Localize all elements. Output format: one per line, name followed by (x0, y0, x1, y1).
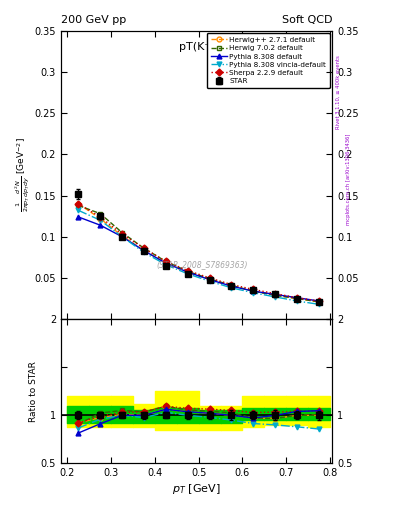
Herwig 7.0.2 default (163, 259, 168, 265)
X-axis label: $p_T$ [GeV]: $p_T$ [GeV] (172, 482, 221, 497)
Sherpa 2.2.9 default (251, 286, 256, 292)
Pythia 8.308 vincia-default (141, 249, 146, 255)
Pythia 8.308 vincia-default (251, 290, 256, 296)
Herwig++ 2.7.1 default (141, 248, 146, 254)
Herwig 7.0.2 default (76, 202, 81, 208)
Herwig++ 2.7.1 default (185, 269, 190, 275)
Pythia 8.308 default (98, 222, 103, 228)
Sherpa 2.2.9 default (207, 275, 212, 281)
Sherpa 2.2.9 default (98, 214, 103, 220)
Herwig 7.0.2 default (185, 268, 190, 274)
Herwig++ 2.7.1 default (317, 299, 321, 305)
Sherpa 2.2.9 default (120, 231, 125, 238)
Line: Pythia 8.308 vincia-default: Pythia 8.308 vincia-default (76, 208, 321, 307)
Herwig 7.0.2 default (98, 210, 103, 217)
Pythia 8.308 vincia-default (229, 285, 234, 291)
Herwig++ 2.7.1 default (295, 295, 299, 302)
Text: (STAR_2008_S7869363): (STAR_2008_S7869363) (156, 260, 248, 269)
Pythia 8.308 default (120, 233, 125, 240)
Herwig++ 2.7.1 default (207, 276, 212, 283)
Pythia 8.308 default (317, 298, 321, 304)
Herwig++ 2.7.1 default (120, 233, 125, 239)
Pythia 8.308 vincia-default (185, 271, 190, 277)
Herwig++ 2.7.1 default (273, 292, 277, 298)
Herwig++ 2.7.1 default (163, 260, 168, 266)
Herwig++ 2.7.1 default (76, 201, 81, 207)
Pythia 8.308 default (141, 248, 146, 254)
Line: Herwig 7.0.2 default: Herwig 7.0.2 default (76, 203, 321, 304)
Sherpa 2.2.9 default (163, 259, 168, 265)
Pythia 8.308 default (76, 214, 81, 220)
Line: Pythia 8.308 default: Pythia 8.308 default (76, 215, 321, 304)
Pythia 8.308 vincia-default (120, 233, 125, 240)
Pythia 8.308 default (163, 260, 168, 266)
Line: Sherpa 2.2.9 default: Sherpa 2.2.9 default (76, 201, 321, 304)
Text: mcplots.cern.ch [arXiv:1306.3436]: mcplots.cern.ch [arXiv:1306.3436] (346, 134, 351, 225)
Pythia 8.308 vincia-default (163, 262, 168, 268)
Legend: Herwig++ 2.7.1 default, Herwig 7.0.2 default, Pythia 8.308 default, Pythia 8.308: Herwig++ 2.7.1 default, Herwig 7.0.2 def… (207, 33, 330, 88)
Pythia 8.308 vincia-default (76, 207, 81, 214)
Herwig 7.0.2 default (120, 229, 125, 236)
Sherpa 2.2.9 default (141, 245, 146, 251)
Sherpa 2.2.9 default (76, 201, 81, 207)
Pythia 8.308 vincia-default (273, 294, 277, 300)
Herwig 7.0.2 default (207, 275, 212, 282)
Sherpa 2.2.9 default (229, 282, 234, 288)
Text: pT(K⁺): pT(K⁺) (179, 42, 214, 52)
Pythia 8.308 default (295, 294, 299, 301)
Text: Soft QCD: Soft QCD (282, 15, 332, 25)
Pythia 8.308 default (185, 269, 190, 275)
Sherpa 2.2.9 default (185, 267, 190, 273)
Herwig++ 2.7.1 default (98, 216, 103, 222)
Pythia 8.308 default (251, 288, 256, 294)
Text: 200 GeV pp: 200 GeV pp (61, 15, 126, 25)
Sherpa 2.2.9 default (317, 298, 321, 304)
Herwig 7.0.2 default (251, 288, 256, 294)
Y-axis label: $\frac{1}{2\pi p_T}\frac{d^2N}{dp_T dy}$ [GeV$^{-2}$]: $\frac{1}{2\pi p_T}\frac{d^2N}{dp_T dy}$… (13, 138, 32, 212)
Line: Herwig++ 2.7.1 default: Herwig++ 2.7.1 default (76, 201, 321, 304)
Herwig 7.0.2 default (317, 299, 321, 305)
Pythia 8.308 default (273, 291, 277, 297)
Pythia 8.308 vincia-default (207, 278, 212, 284)
Herwig 7.0.2 default (295, 295, 299, 302)
Sherpa 2.2.9 default (295, 294, 299, 301)
Herwig 7.0.2 default (229, 282, 234, 288)
Herwig++ 2.7.1 default (229, 283, 234, 289)
Herwig++ 2.7.1 default (251, 288, 256, 294)
Herwig 7.0.2 default (141, 245, 146, 251)
Pythia 8.308 vincia-default (295, 298, 299, 304)
Text: Rivet 3.1.10, ≥ 400k events: Rivet 3.1.10, ≥ 400k events (336, 55, 341, 129)
Y-axis label: Ratio to STAR: Ratio to STAR (29, 361, 38, 422)
Pythia 8.308 default (207, 276, 212, 283)
Pythia 8.308 vincia-default (98, 217, 103, 223)
Sherpa 2.2.9 default (273, 290, 277, 296)
Herwig 7.0.2 default (273, 292, 277, 298)
Pythia 8.308 vincia-default (317, 301, 321, 307)
Pythia 8.308 default (229, 283, 234, 289)
